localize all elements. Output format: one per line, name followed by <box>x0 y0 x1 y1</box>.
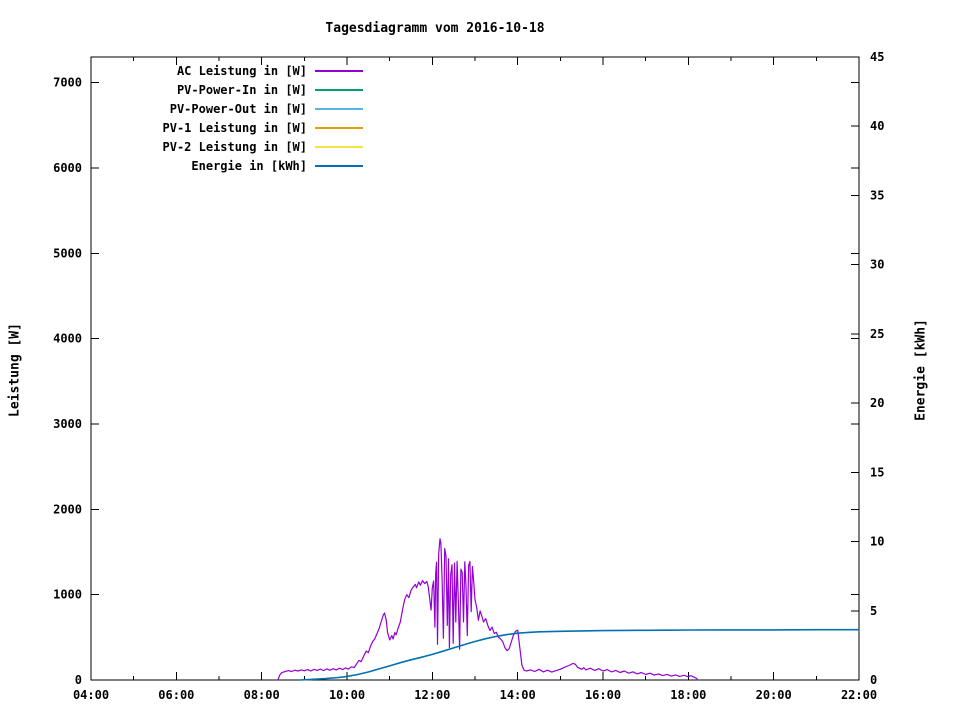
y-right-tick-label: 40 <box>870 119 884 133</box>
legend-label-energie-in-kwh: Energie in [kWh] <box>191 159 307 173</box>
x-tick-label: 12:00 <box>414 688 450 702</box>
x-tick-label: 18:00 <box>670 688 706 702</box>
y-left-tick-label: 2000 <box>53 502 82 516</box>
x-tick-label: 04:00 <box>73 688 109 702</box>
y-left-tick-label: 3000 <box>53 417 82 431</box>
legend-label-pv-2-leistung-in-w: PV-2 Leistung in [W] <box>163 140 308 154</box>
y-right-tick-label: 35 <box>870 188 884 202</box>
y-right-tick-label: 0 <box>870 673 877 687</box>
legend-label-pv-power-in-in-w: PV-Power-In in [W] <box>177 83 307 97</box>
legend-label-pv-1-leistung-in-w: PV-1 Leistung in [W] <box>163 121 308 135</box>
y-right-tick-label: 5 <box>870 604 877 618</box>
y-left-tick-label: 4000 <box>53 332 82 346</box>
y-right-tick-label: 15 <box>870 465 884 479</box>
x-tick-label: 20:00 <box>756 688 792 702</box>
y-left-tick-label: 0 <box>75 673 82 687</box>
legend-label-ac-leistung-in-w: AC Leistung in [W] <box>177 64 307 78</box>
y-right-tick-label: 45 <box>870 50 884 64</box>
x-tick-label: 06:00 <box>158 688 194 702</box>
x-tick-label: 16:00 <box>585 688 621 702</box>
chart-title: Tagesdiagramm vom 2016-10-18 <box>325 21 545 36</box>
x-tick-label: 14:00 <box>500 688 536 702</box>
y-right-tick-label: 30 <box>870 258 884 272</box>
legend-label-pv-power-out-in-w: PV-Power-Out in [W] <box>170 102 307 116</box>
y-right-tick-label: 20 <box>870 396 884 410</box>
x-tick-label: 08:00 <box>244 688 280 702</box>
y-left-tick-label: 7000 <box>53 76 82 90</box>
y-left-tick-label: 6000 <box>53 161 82 175</box>
series-line-ac-leistung-in-w <box>277 538 699 681</box>
x-tick-label: 22:00 <box>841 688 877 702</box>
y-left-tick-label: 1000 <box>53 588 82 602</box>
x-tick-label: 10:00 <box>329 688 365 702</box>
y-left-tick-label: 5000 <box>53 246 82 260</box>
series-line-energie-in-kwh <box>299 628 860 681</box>
y-right-tick-label: 10 <box>870 535 884 549</box>
y-right-tick-label: 25 <box>870 327 884 341</box>
